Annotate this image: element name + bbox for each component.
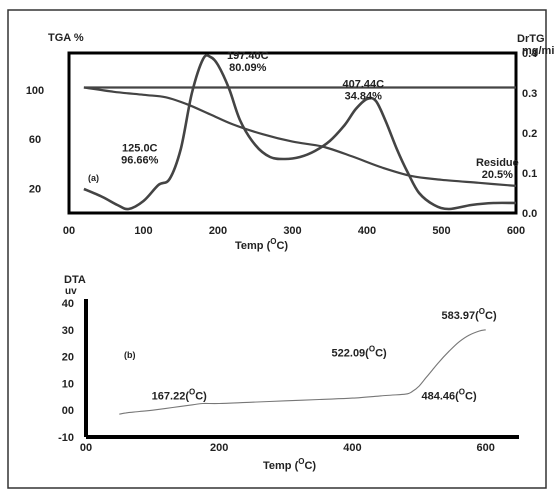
dta-curve xyxy=(119,329,486,415)
tga-x-tick-labels: 00 100 200 300 400 500 600 xyxy=(63,225,525,237)
dta-x-tick-label: 200 xyxy=(210,442,228,454)
dta-axis-unit: uv xyxy=(65,286,77,297)
tga-x-tick-label: 400 xyxy=(358,225,376,237)
dta-x-tick-label: 00 xyxy=(80,442,92,454)
tga-x-tick-label: 100 xyxy=(134,225,152,237)
drtg-right-axis-title: DrTG xyxy=(517,33,545,45)
dta-axis-title: DTA xyxy=(64,274,86,286)
figure-border xyxy=(7,9,547,489)
dta-series xyxy=(119,329,486,415)
tga-annotation-text: 96.66% xyxy=(121,154,159,166)
dta-y-tick-label: 20 xyxy=(62,352,74,364)
tga-left-tick-label: 60 xyxy=(29,134,41,146)
dta-x-tick-label: 600 xyxy=(477,442,495,454)
drtg-right-tick-label: 0.1 xyxy=(522,168,537,180)
tga-series xyxy=(83,54,517,211)
tga-x-axis-title: Temp (OC) xyxy=(235,237,288,252)
dta-x-tick-labels: 00 200 400 600 xyxy=(80,442,495,454)
panel-b-label: (b) xyxy=(124,350,136,360)
tga-annotation-text: 34.84% xyxy=(345,90,383,102)
tga-x-tick-label: 00 xyxy=(63,225,75,237)
tga-annotation-text: 20.5% xyxy=(482,169,513,181)
tga-mass-loss-curve xyxy=(83,86,517,187)
dta-y-tick-label: -10 xyxy=(58,432,74,444)
dta-y-tick-label: 10 xyxy=(62,378,74,390)
dta-annotation-text: 167.22(OC) xyxy=(152,387,207,402)
dta-annotation-text: 484.46(OC) xyxy=(421,387,476,402)
dta-annotation-text: 583.97(OC) xyxy=(441,307,496,322)
drtg-right-tick-label: 0.3 xyxy=(522,88,537,100)
tga-left-tick-label: 100 xyxy=(26,85,44,97)
tga-annotation-text: 125.0C xyxy=(122,142,158,154)
tga-x-tick-label: 600 xyxy=(507,225,525,237)
tga-left-axis-title: TGA % xyxy=(48,32,84,44)
tga-annotation-text: 407.44C xyxy=(342,78,384,90)
dta-panel: DTA uv 00 200 400 600 -10 00 10 20 30 40 Temp (O… xyxy=(58,274,519,472)
dta-x-axis-title: Temp (OC) xyxy=(263,457,316,472)
tga-panel: TGA % DrTG mg/min 00 100 200 300 400 500 600 2… xyxy=(26,32,555,252)
dta-annotation-text: 522.09(OC) xyxy=(332,345,387,360)
drtg-right-axis-unit: mg/min xyxy=(522,45,555,57)
tga-x-tick-label: 200 xyxy=(209,225,227,237)
tga-left-tick-label: 20 xyxy=(29,183,41,195)
dta-y-tick-label: 00 xyxy=(62,405,74,417)
dta-x-tick-label: 400 xyxy=(343,442,361,454)
dta-y-tick-label: 30 xyxy=(62,325,74,337)
dta-annotations: 167.22(OC) 522.09(OC) 583.97(OC) 484.46(OC) xyxy=(152,307,497,402)
drtg-right-tick-label: 0.4 xyxy=(522,48,538,60)
dta-y-tick-label: 40 xyxy=(62,298,74,310)
tga-left-tick-labels: 20 60 100 xyxy=(26,85,44,195)
drtg-right-tick-label: 0.0 xyxy=(522,208,537,220)
drtg-curve xyxy=(83,54,517,211)
tga-plot-frame xyxy=(67,51,518,215)
drtg-right-tick-labels: 0.0 0.1 0.2 0.3 0.4 xyxy=(522,48,538,220)
tga-x-tick-label: 500 xyxy=(432,225,450,237)
tga-x-tick-label: 300 xyxy=(283,225,301,237)
tga-annotation-text: 80.09% xyxy=(229,62,267,74)
drtg-right-tick-label: 0.2 xyxy=(522,128,537,140)
tga-annotation-text: 197.40C xyxy=(227,50,269,62)
panel-a-label: (a) xyxy=(88,173,99,183)
tga-annotation-text: Residue xyxy=(476,157,519,169)
dta-y-tick-labels: -10 00 10 20 30 40 xyxy=(58,298,74,444)
